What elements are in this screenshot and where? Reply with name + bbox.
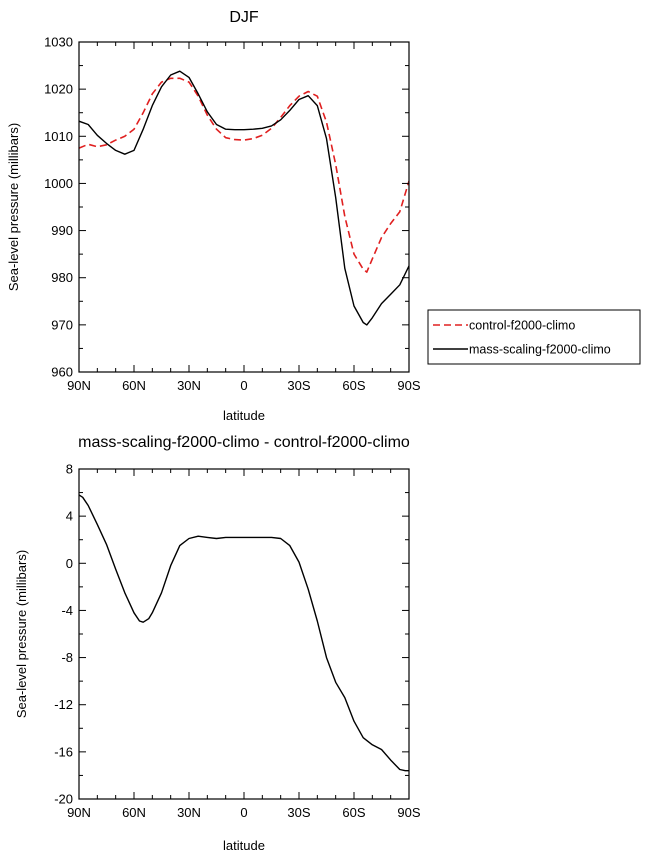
y-tick-label: 1030	[44, 35, 73, 50]
y-tick-label: 1020	[44, 82, 73, 97]
legend: control-f2000-climo mass-scaling-f2000-cl…	[427, 309, 641, 365]
x-tick-label: 90N	[67, 378, 91, 393]
chart-panel-2: mass-scaling-f2000-climo - control-f2000…	[14, 434, 421, 853]
series-line-2	[79, 70, 409, 326]
y-tick-label: 0	[66, 556, 73, 571]
y-tick-label: -16	[54, 744, 73, 759]
x-tick-label: 30S	[287, 805, 310, 820]
x-tick-label: 60N	[122, 805, 146, 820]
x-tick-label: 30N	[177, 378, 201, 393]
x-axis-label: latitude	[223, 838, 265, 853]
x-tick-label: 60N	[122, 378, 146, 393]
series-line-1	[79, 494, 409, 772]
chart-title: DJF	[229, 9, 259, 26]
x-tick-label: 0	[240, 805, 247, 820]
x-tick-label: 90N	[67, 805, 91, 820]
x-tick-label: 0	[240, 378, 247, 393]
legend-box	[427, 309, 641, 365]
y-tick-label: -20	[54, 792, 73, 807]
legend-label: control-f2000-climo	[469, 319, 575, 333]
y-tick-label: 8	[66, 462, 73, 477]
x-tick-label: 90S	[397, 378, 420, 393]
y-tick-label: 970	[51, 317, 73, 332]
chart-panel-1: DJF 90N 60N 30N 0 30S 60S 90S 960 970 980 990 1000 10…	[6, 9, 641, 423]
y-axis-label: Sea-level pressure (millibars)	[6, 123, 21, 291]
x-tick-label: 60S	[342, 378, 365, 393]
y-tick-label: -12	[54, 697, 73, 712]
plot-frame	[78, 468, 410, 800]
y-tick-label: 960	[51, 365, 73, 380]
y-axis-label: Sea-level pressure (millibars)	[14, 550, 29, 718]
x-tick-label: 60S	[342, 805, 365, 820]
series-line-1	[79, 77, 409, 273]
x-tick-label: 90S	[397, 805, 420, 820]
y-tick-label: 1010	[44, 129, 73, 144]
y-tick-label: 990	[51, 223, 73, 238]
legend-label: mass-scaling-f2000-climo	[469, 343, 611, 357]
plot-frame	[78, 41, 410, 373]
y-tick-label: 4	[66, 509, 73, 524]
y-tick-label: 980	[51, 270, 73, 285]
x-axis-label: latitude	[223, 408, 265, 423]
y-tick-label: -8	[61, 650, 73, 665]
x-tick-label: 30N	[177, 805, 201, 820]
y-tick-label: 1000	[44, 176, 73, 191]
y-tick-label: -4	[61, 603, 73, 618]
chart-title: mass-scaling-f2000-climo - control-f2000…	[78, 434, 410, 451]
x-tick-label: 30S	[287, 378, 310, 393]
